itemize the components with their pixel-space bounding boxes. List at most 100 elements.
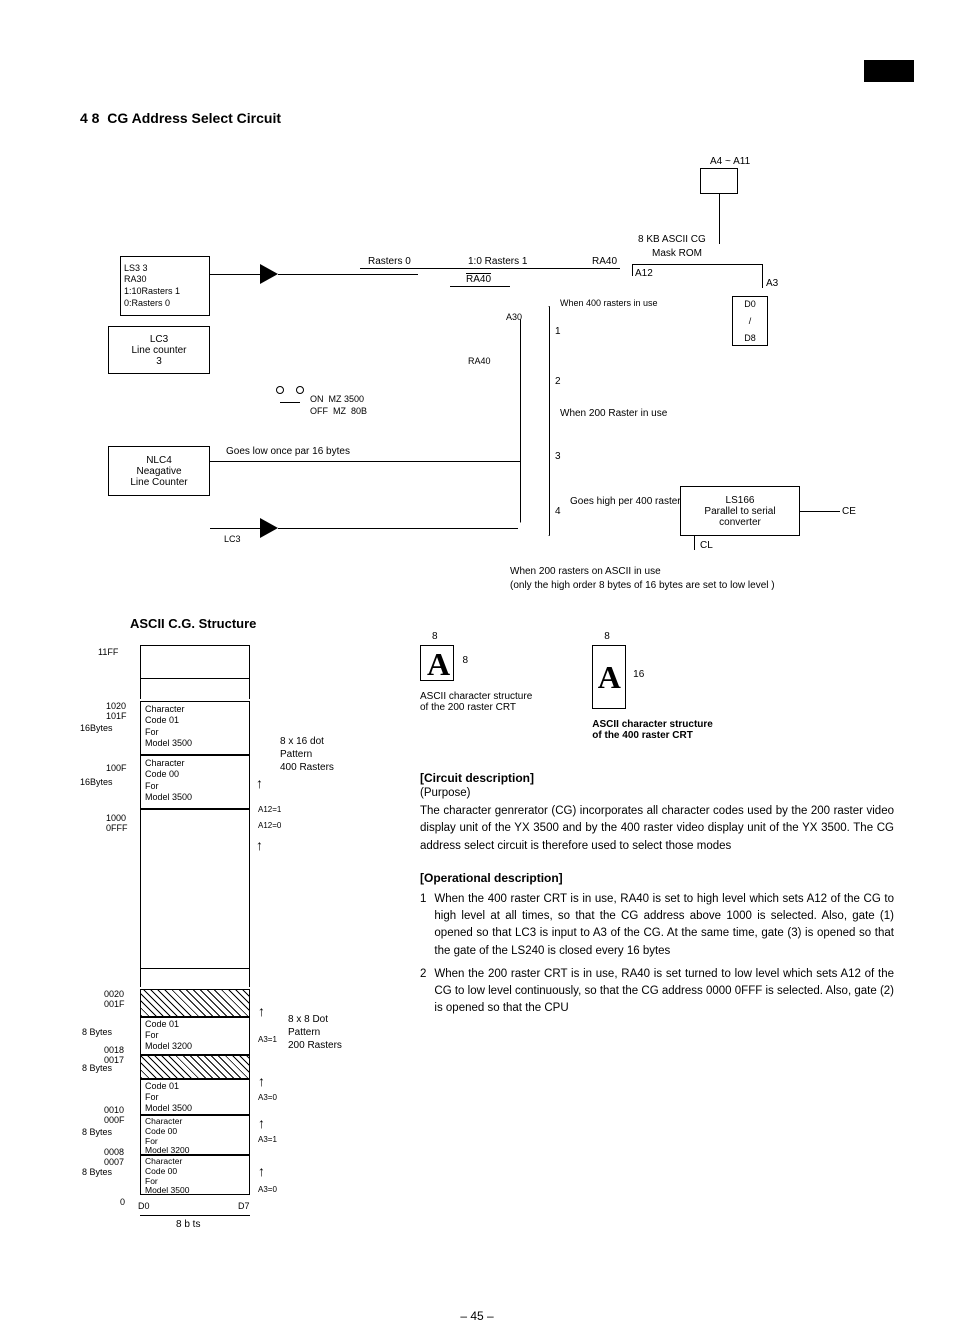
mux4: 4 (555, 506, 561, 517)
mux3: 3 (555, 451, 561, 462)
addr-0007: 0007 (104, 1157, 124, 1167)
footnote1: When 200 rasters on ASCII in use (510, 566, 661, 577)
dim8r: 8 (462, 655, 468, 666)
addr-0010: 0010 (104, 1105, 124, 1115)
char-200: A 8 8 ASCII character structure of the 2… (420, 645, 532, 741)
a3-1: A3=1 (258, 1035, 277, 1044)
ls3-box: LS3 3 RA30 1:10Rasters 1 0:Rasters 0 (120, 256, 210, 316)
switch-off: OFF MZ 80B (310, 406, 367, 416)
character-figures: A 8 8 ASCII character structure of the 2… (420, 645, 894, 741)
cap200-2: of the 200 raster CRT (420, 702, 532, 713)
nlc4-l3: Line Counter (130, 477, 187, 488)
t: Pattern (280, 748, 334, 761)
cap400-2: of the 400 raster CRT (592, 730, 713, 741)
cell-01-3500b: Code 01 For Model 3500 (140, 1079, 250, 1115)
bytes16b: 16Bytes (80, 777, 113, 787)
a3-0b: A3=0 (258, 1185, 277, 1194)
dim8t: 8 (432, 631, 438, 642)
d0-bottom: D0 (138, 1201, 150, 1211)
t: Model 3500 (145, 1103, 245, 1114)
nlc4-l1: NLC4 (146, 455, 172, 466)
ls3-l2: RA30 (124, 274, 147, 286)
cell-char00-3500: Character Code 00 For Model 3500 (140, 755, 250, 809)
ls3-l1: LS3 3 (124, 263, 148, 275)
lc3-l3: 3 (156, 356, 162, 367)
d7-bottom: D7 (238, 1201, 250, 1211)
ls166-l2: Parallel to serial (704, 506, 775, 517)
cap200-1: ASCII character structure (420, 691, 532, 702)
t: Model 3500 (145, 792, 245, 803)
wire (762, 264, 763, 288)
bytes16a: 16Bytes (80, 723, 113, 733)
glyph-200: A (420, 645, 454, 681)
mux1: 1 (555, 326, 561, 337)
a3-1b: A3=1 (258, 1135, 277, 1144)
wire (632, 264, 633, 276)
wire (210, 528, 260, 529)
lc3-l1: LC3 (150, 334, 168, 345)
switch-node (276, 386, 284, 394)
lower-section: 11FF 1020 101F Character Code 01 For Mod… (80, 645, 894, 1245)
t: Model 3500 (145, 738, 245, 749)
buffer-gate (260, 264, 278, 284)
wire (450, 286, 510, 287)
t: For (145, 781, 245, 792)
glyph-400: A (592, 645, 626, 709)
ra40-bar: RA40 (466, 274, 491, 285)
input-port (700, 168, 738, 194)
t: For (145, 1092, 245, 1103)
section-title-text: CG Address Select Circuit (107, 110, 281, 126)
ls3-l4: 0:Rasters 0 (124, 298, 170, 310)
a12-0: A12=0 (258, 821, 281, 830)
when400: When 400 rasters in use (560, 298, 658, 308)
bytes8b: 8 Bytes (82, 1063, 112, 1073)
wire (800, 511, 840, 512)
t: Code 00 (145, 1127, 245, 1137)
t: Code 00 (145, 769, 245, 780)
addr-0018: 0018 (104, 1045, 124, 1055)
op-desc-heading: [Operational description] (420, 871, 894, 885)
lc3-l2: Line counter (131, 345, 186, 356)
brace-line (140, 1215, 250, 1216)
addr-100f: 100F (106, 763, 127, 773)
switch-on: ON MZ 3500 (310, 394, 364, 404)
addr-001f: 001F (104, 999, 125, 1009)
t: For (145, 727, 245, 738)
t: For (145, 1030, 245, 1041)
label-d8: D8 (744, 333, 756, 343)
wire (280, 402, 300, 403)
op-item-2: 2 When the 200 raster CRT is in use, RA4… (420, 966, 894, 1018)
dim8t2: 8 (604, 631, 610, 642)
arrow-up2: ↑ (256, 837, 263, 853)
label-slash: / (749, 316, 752, 326)
ce-label: CE (842, 506, 856, 517)
circuit-diagram: A4 ~ A11 8 KB ASCII CG Mask ROM A12 A3 D… (80, 156, 894, 606)
when200: When 200 Raster in use (560, 408, 667, 419)
t: Code 01 (145, 1081, 245, 1092)
circuit-desc-heading: [Circuit description] (420, 771, 894, 785)
nlc4-box: NLC4 Neagative Line Counter (108, 446, 210, 496)
arrow: ↑ (258, 1163, 265, 1179)
wire (210, 461, 520, 462)
dim16: 16 (633, 669, 644, 680)
label-d0: D0 (744, 299, 756, 309)
brace-16dot: 8 x 16 dot Pattern 400 Rasters (280, 735, 334, 774)
mux-block (520, 306, 550, 536)
addr-1020: 1020 (106, 701, 126, 711)
wire (632, 264, 762, 265)
bits8: 8 b ts (176, 1219, 200, 1230)
op2-text: When the 200 raster CRT is in use, RA40 … (434, 966, 894, 1018)
buffer-gate (260, 518, 278, 538)
t: Code 01 (145, 1019, 245, 1030)
num1: 1 (420, 891, 426, 960)
ascii-heading: ASCII C.G. Structure (130, 616, 894, 631)
cap400-1: ASCII character structure (592, 719, 713, 730)
t: 200 Rasters (288, 1039, 342, 1052)
section-number: 4 8 (80, 110, 99, 126)
wire (694, 536, 695, 550)
label-a12: A12 (635, 268, 653, 279)
cl-label: CL (700, 540, 713, 551)
corner-photo-mark (864, 60, 914, 82)
addr-0008: 0008 (104, 1147, 124, 1157)
addr-0: 0 (120, 1197, 125, 1207)
